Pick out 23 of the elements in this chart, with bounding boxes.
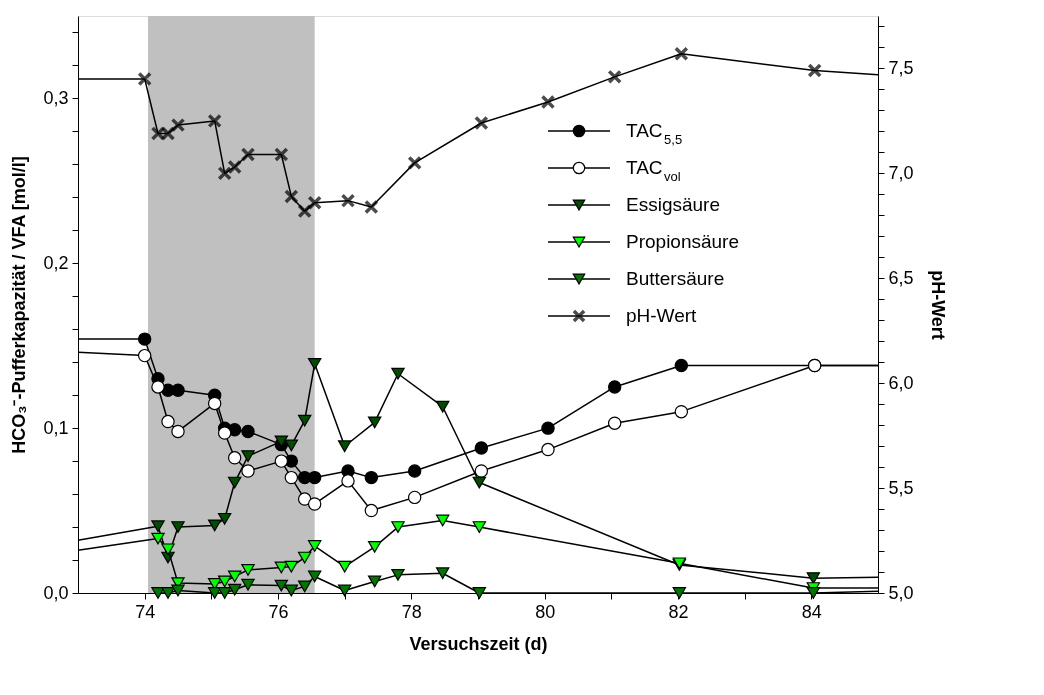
y-tick-label: 0,2	[43, 252, 69, 273]
y2-tick-label: 5,5	[888, 477, 914, 498]
x-tick-label: 74	[135, 601, 156, 622]
y-tick-label: 0,3	[43, 87, 69, 108]
legend-label: Propionsäure	[626, 231, 740, 252]
legend-label: pH-Wert	[626, 305, 698, 326]
y2-tick-label: 7,5	[888, 57, 914, 78]
y2-tick-label: 5,0	[888, 582, 914, 603]
x-tick-label: 78	[401, 601, 422, 622]
y-tick-label: 0,0	[43, 582, 69, 603]
x-tick-label: 80	[535, 601, 556, 622]
y-axis-title: HCO₃⁻-Pufferkapazität / VFA [mol/l]	[9, 156, 30, 454]
x-tick-label: 76	[268, 601, 289, 622]
y2-tick-label: 6,0	[888, 372, 914, 393]
x-tick-label: 82	[668, 601, 689, 622]
x-axis-title: Versuchszeit (d)	[409, 633, 548, 654]
y2-axis-title: pH-Wert	[927, 270, 948, 340]
legend-label: Buttersäure	[626, 268, 725, 289]
y2-tick-label: 6,5	[888, 267, 914, 288]
legend-label: Essigsäure	[626, 194, 720, 215]
y2-tick-label: 7,0	[888, 162, 914, 183]
y-tick-label: 0,1	[43, 417, 69, 438]
x-tick-label: 84	[801, 601, 822, 622]
